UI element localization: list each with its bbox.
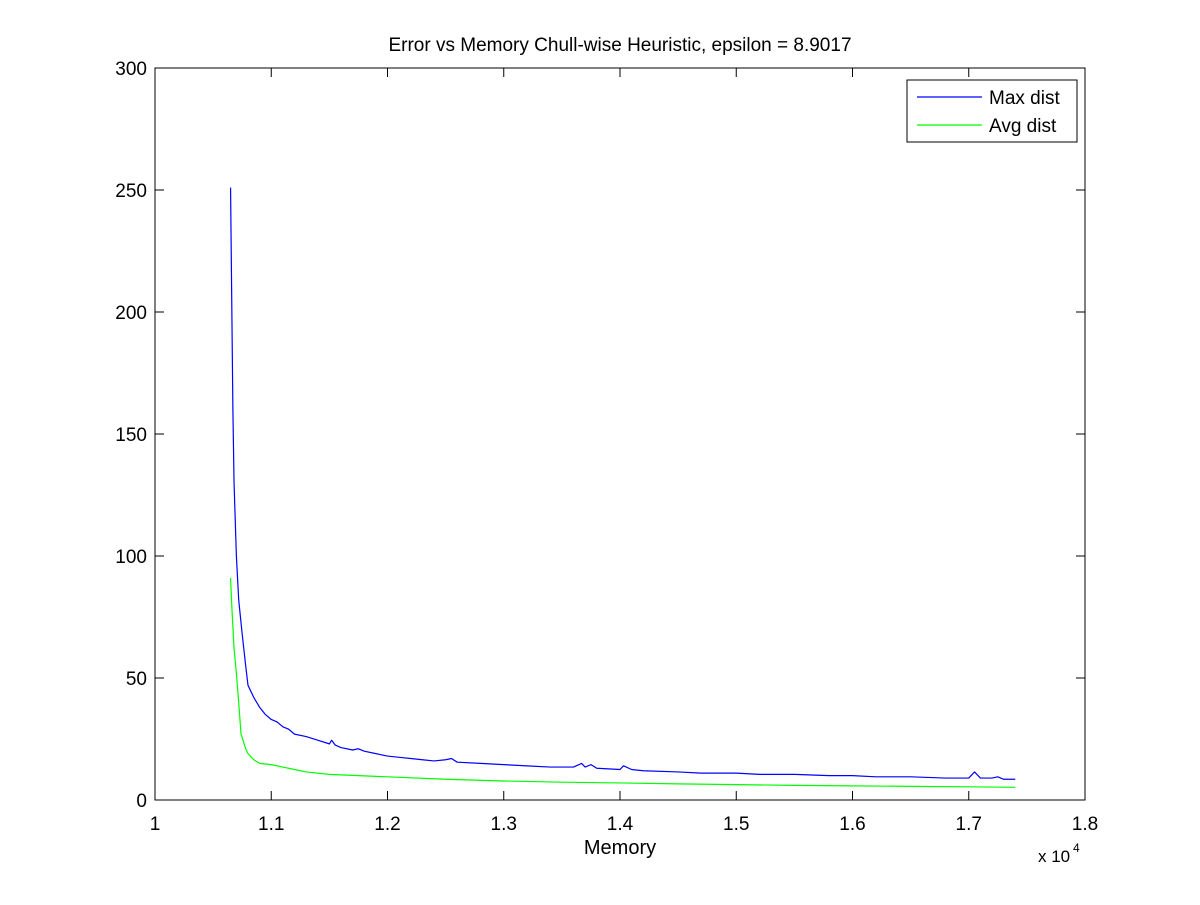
x-tick-label: 1.6 xyxy=(839,814,865,835)
y-tick-label: 0 xyxy=(136,791,147,812)
x-tick-label: 1 xyxy=(150,814,161,835)
legend-box xyxy=(906,79,1078,143)
x-tick-label: 1.1 xyxy=(258,814,284,835)
ticks-layer: 1 1.1 1.2 1.3 1.4 1.5 1.6 1.7 1.8 0 50 100 150 200 250… xyxy=(115,59,1098,835)
x-axis-label: Memory xyxy=(584,837,656,859)
x-tick-label: 1.3 xyxy=(491,814,517,835)
x-axis-exponent: x 10 4 xyxy=(1038,841,1080,866)
plot-area xyxy=(154,67,1086,801)
y-tick-label: 300 xyxy=(115,59,147,80)
y-tick-label: 250 xyxy=(115,181,147,202)
series-line-avg-dist xyxy=(229,577,1016,788)
legend-label-avg-dist: Avg dist xyxy=(989,116,1057,137)
x-tick-label: 1.7 xyxy=(956,814,982,835)
chart-title: Error vs Memory Chull-wise Heuristic, ep… xyxy=(388,35,851,56)
x-tick-label: 1.5 xyxy=(723,814,749,835)
y-tick-label: 150 xyxy=(115,425,147,446)
x-tick-label: 1.8 xyxy=(1072,814,1098,835)
x-tick-label: 1.4 xyxy=(607,814,634,835)
y-tick-label: 50 xyxy=(126,669,147,690)
series-line-max-dist xyxy=(229,187,1016,780)
series-layer xyxy=(229,187,1016,788)
y-tick-label: 200 xyxy=(115,303,147,324)
legend: Max dist Avg dist xyxy=(906,79,1078,143)
y-tick-label: 100 xyxy=(115,547,147,568)
x-exponent-power: 4 xyxy=(1073,841,1080,855)
legend-label-max-dist: Max dist xyxy=(989,88,1060,109)
x-exponent-base: x 10 xyxy=(1038,847,1070,866)
x-tick-label: 1.2 xyxy=(374,814,400,835)
plot-background xyxy=(155,68,1085,800)
